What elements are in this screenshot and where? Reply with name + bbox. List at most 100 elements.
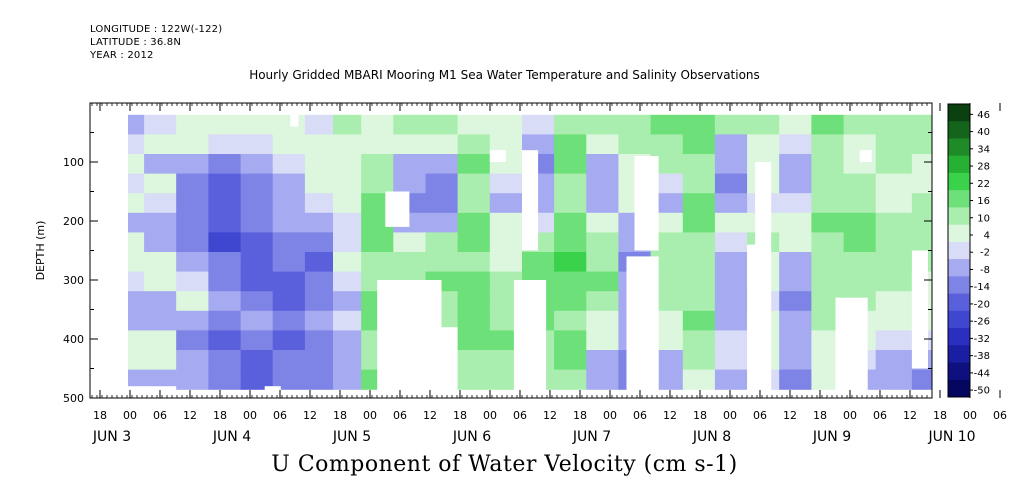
heatmap-cell — [875, 350, 913, 371]
colorbar-label: 22 — [977, 179, 990, 190]
heatmap-cell — [272, 114, 306, 135]
heatmap-cell — [333, 114, 362, 135]
colorbar-label: -50 — [974, 386, 990, 397]
heatmap-cell — [176, 350, 209, 371]
heatmap-cell — [240, 134, 274, 155]
heatmap-cell — [128, 330, 145, 351]
heatmap-cell — [128, 154, 145, 175]
missing-data-region — [385, 191, 410, 227]
heatmap-cell — [361, 252, 394, 273]
heatmap-cell — [425, 173, 459, 194]
x-hour-label: 06 — [273, 409, 287, 422]
heatmap-cell — [714, 134, 748, 155]
heatmap-cell — [682, 330, 716, 351]
heatmap-cell — [779, 369, 812, 390]
heatmap-cell — [457, 291, 491, 312]
heatmap-cell — [779, 232, 812, 253]
heatmap-cell — [333, 330, 362, 351]
heatmap-cell — [144, 330, 177, 351]
missing-data-region — [835, 297, 868, 398]
heatmap-cell — [128, 291, 145, 312]
heatmap-cell — [457, 193, 491, 214]
heatmap-cell — [128, 271, 145, 292]
heatmap-cell — [714, 310, 748, 331]
heatmap-cell — [425, 134, 459, 155]
heatmap-cell — [240, 330, 274, 351]
heatmap-cell — [304, 369, 334, 390]
heatmap-cell — [304, 310, 334, 331]
heatmap-cell — [554, 193, 587, 214]
heatmap-cell — [811, 154, 845, 175]
heatmap-cell — [489, 173, 523, 194]
heatmap-cell — [650, 154, 684, 175]
heatmap-cell — [457, 252, 491, 273]
heatmap-cell — [586, 193, 620, 214]
heatmap-cell — [333, 310, 362, 331]
colorbar-swatch — [948, 328, 970, 346]
heatmap-cell — [304, 330, 334, 351]
heatmap-cell — [208, 154, 242, 175]
heatmap-cell — [176, 271, 209, 292]
heatmap-cell — [393, 154, 427, 175]
heatmap-cell — [875, 252, 913, 273]
heatmap-cell — [240, 193, 274, 214]
heatmap-cell — [272, 173, 306, 194]
heatmap-cell — [714, 114, 748, 135]
heatmap-cell — [240, 252, 274, 273]
heatmap-cell — [682, 291, 716, 312]
heatmap-cell — [843, 252, 877, 273]
colorbar-swatch — [948, 345, 970, 364]
colorbar-label: 16 — [977, 196, 990, 207]
heatmap-cell — [144, 369, 177, 390]
x-hour-label: 06 — [513, 409, 527, 422]
heatmap-cell — [425, 154, 459, 175]
heatmap-cell — [176, 114, 209, 135]
heatmap-cell — [208, 134, 242, 155]
colorbar-swatch — [948, 276, 970, 295]
heatmap-cell — [272, 310, 306, 331]
heatmap-cell — [272, 252, 306, 273]
heatmap-cell — [682, 271, 716, 292]
x-hour-label: 18 — [573, 409, 587, 422]
heatmap-cell — [779, 310, 812, 331]
colorbar-label: -20 — [974, 299, 990, 310]
heatmap-cell — [650, 310, 684, 331]
heatmap-cell — [457, 271, 491, 292]
heatmap-cell — [779, 330, 812, 351]
heatmap-cell — [240, 310, 274, 331]
heatmap-cell — [128, 134, 145, 155]
heatmap-cell — [779, 193, 812, 214]
latitude-label: LATITUDE : 36.8N — [90, 37, 182, 48]
heatmap-cell — [208, 330, 242, 351]
heatmap-cell — [144, 310, 177, 331]
heatmap-cell — [586, 271, 620, 292]
heatmap-cell — [361, 173, 394, 194]
x-hour-label: 06 — [753, 409, 767, 422]
heatmap-cell — [875, 310, 913, 331]
heatmap-cell — [144, 350, 177, 371]
heatmap-cell — [714, 252, 748, 273]
heatmap-cell — [747, 134, 780, 155]
heatmap-cell — [911, 173, 932, 194]
heatmap-cell — [682, 212, 716, 233]
heatmap-cell — [128, 350, 145, 371]
heatmap-cell — [272, 232, 306, 253]
heatmap-cell — [875, 330, 913, 351]
heatmap-cell — [811, 212, 845, 233]
heatmap-cell — [457, 369, 491, 390]
x-day-label: JUN 5 — [332, 429, 371, 445]
heatmap-cell — [554, 350, 587, 371]
heatmap-cell — [240, 271, 274, 292]
y-tick-label: 400 — [63, 333, 84, 346]
heatmap-cell — [489, 134, 523, 155]
heatmap-cell — [128, 114, 145, 135]
missing-data-region — [747, 244, 772, 398]
heatmap-cell — [333, 134, 362, 155]
heatmap-cell — [554, 369, 587, 390]
heatmap-cell — [208, 193, 242, 214]
heatmap-cell — [650, 330, 684, 351]
heatmap-cell — [457, 212, 491, 233]
colorbar-label: -2 — [980, 248, 990, 259]
heatmap-cell — [650, 369, 684, 390]
heatmap-cell — [650, 291, 684, 312]
